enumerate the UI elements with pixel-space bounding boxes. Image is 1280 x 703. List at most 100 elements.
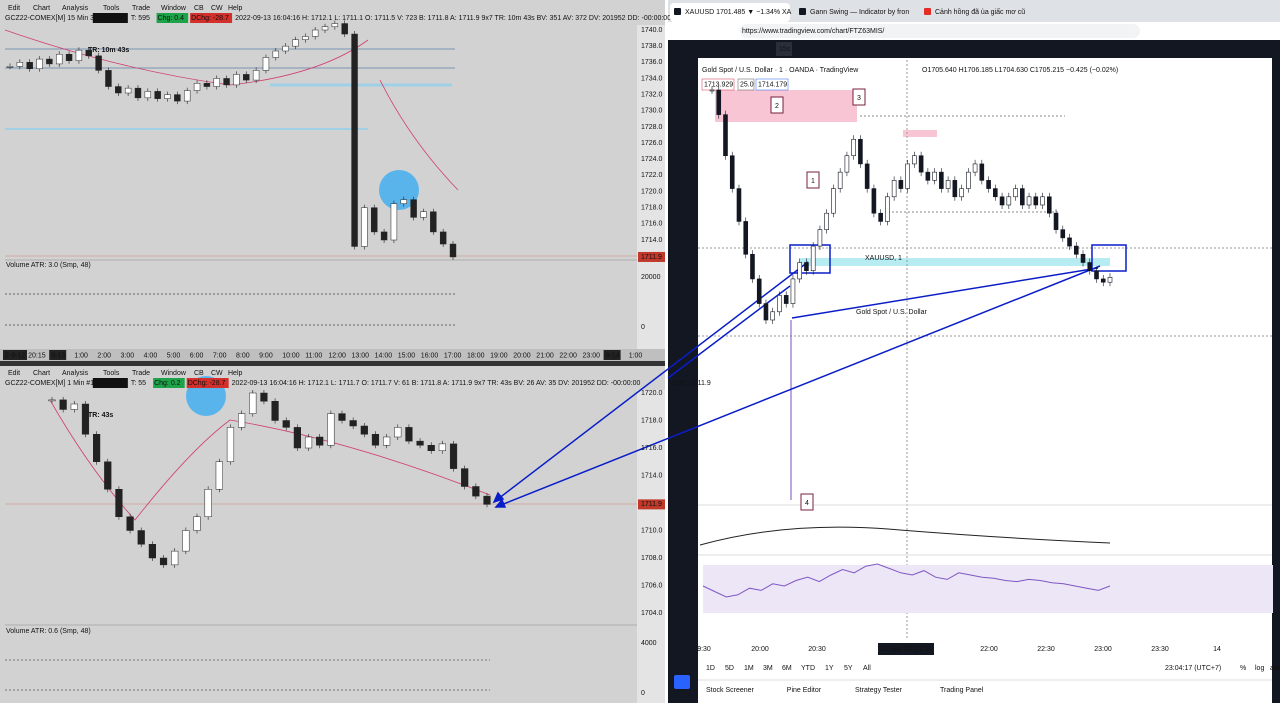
menu-item[interactable]: CW xyxy=(211,370,223,377)
menu-item[interactable]: CB xyxy=(194,5,204,12)
moving-average xyxy=(49,399,491,521)
browser-tab[interactable]: Cảnh hồng đã ùa giấc mơ cũ xyxy=(935,7,1025,16)
time-label: 19:00 xyxy=(490,352,508,359)
range-button[interactable]: 3M xyxy=(763,665,773,672)
time-label: 20:00 xyxy=(751,646,769,653)
menu-item[interactable]: Trade xyxy=(132,5,150,12)
bottom-tab[interactable]: Strategy Tester xyxy=(855,687,903,694)
candle xyxy=(243,74,250,81)
rsi-band xyxy=(703,565,1273,613)
candle xyxy=(390,203,398,241)
chat-button[interactable] xyxy=(674,675,690,689)
candle xyxy=(126,516,134,531)
range-button[interactable]: 1D xyxy=(706,665,715,672)
annotation: 3 xyxy=(857,95,861,102)
menu-item[interactable]: Window xyxy=(161,5,187,12)
candle xyxy=(898,180,904,189)
range-button[interactable]: 1M xyxy=(744,665,754,672)
menu-item[interactable]: Analysis xyxy=(62,5,89,12)
time-label: 22:00 xyxy=(980,646,998,653)
time-label: 11:00 xyxy=(305,352,322,359)
scale-option[interactable]: % xyxy=(1240,665,1246,672)
price-label: 1736.0 xyxy=(641,59,663,66)
candle xyxy=(81,403,90,435)
tab-icon xyxy=(924,8,931,15)
tv-drawing-toolbar xyxy=(668,58,698,703)
range-button[interactable]: YTD xyxy=(801,665,815,672)
range-button[interactable]: 1Y xyxy=(825,665,834,672)
candle xyxy=(104,461,112,490)
candle xyxy=(952,180,958,198)
candle xyxy=(238,413,246,428)
menu-item[interactable]: Edit xyxy=(8,5,20,12)
candle xyxy=(1040,196,1045,206)
price-label: 1710.0 xyxy=(641,527,663,534)
candle xyxy=(932,171,937,181)
zone xyxy=(903,130,937,137)
candle xyxy=(972,163,978,173)
watermark-name: Gold Spot / U.S. Dollar xyxy=(856,309,927,316)
range-button[interactable]: All xyxy=(863,665,871,672)
gap xyxy=(665,0,668,703)
volume-tick: 0 xyxy=(641,324,645,331)
candle xyxy=(400,199,407,204)
menu-item[interactable]: Tools xyxy=(103,370,120,377)
bottom-tab[interactable]: Trading Panel xyxy=(940,687,984,694)
candle xyxy=(918,155,924,173)
price-label: 1722.0 xyxy=(641,172,663,179)
candle xyxy=(341,23,348,35)
candle xyxy=(763,303,769,321)
menu-item[interactable]: Trade xyxy=(132,370,150,377)
candle xyxy=(26,62,33,70)
crosshair-time: 13 Sep '22 21:17 xyxy=(880,646,933,653)
menu-item[interactable]: Analysis xyxy=(62,370,89,377)
candle xyxy=(1080,253,1086,263)
info-text: C: 1711.9 xyxy=(94,15,124,22)
candle xyxy=(756,278,762,304)
candle xyxy=(770,311,776,321)
candle xyxy=(1060,229,1066,239)
last-price-badge xyxy=(638,251,665,262)
menu-item[interactable]: Chart xyxy=(33,370,50,377)
candle xyxy=(430,211,437,233)
candle xyxy=(70,403,78,410)
candle xyxy=(292,39,299,47)
timer: TR: 43s xyxy=(88,412,113,419)
menu-item[interactable]: Window xyxy=(161,370,187,377)
menu-item[interactable]: Help xyxy=(228,5,243,12)
clock: 23:04:17 (UTC+7) xyxy=(1165,665,1221,672)
time-label: 20:15 xyxy=(28,352,46,359)
browser-tab[interactable]: XAUUSD 1701.485 ▼ −1.34% XA xyxy=(685,9,792,16)
zone xyxy=(800,258,1110,266)
candle xyxy=(810,245,816,272)
scale-option[interactable]: log xyxy=(1255,665,1264,672)
candle xyxy=(85,49,92,57)
time-label: 14:00 xyxy=(375,352,393,359)
range-button[interactable]: 5D xyxy=(725,665,734,672)
candle xyxy=(361,207,368,247)
candle xyxy=(871,188,877,214)
scale-option[interactable]: auto xyxy=(1270,665,1280,672)
url-field[interactable] xyxy=(740,24,1140,38)
time-label: 6:00 xyxy=(190,352,204,359)
interval[interactable]: 15s xyxy=(779,46,791,53)
menu-item[interactable]: Edit xyxy=(8,370,20,377)
candle xyxy=(134,87,142,99)
time-label: 23:00 xyxy=(1094,646,1112,653)
menu-item[interactable]: Tools xyxy=(103,5,120,12)
menu-item[interactable]: Help xyxy=(228,370,243,377)
candle xyxy=(837,171,843,189)
browser-tab[interactable]: Gann Swing — Indicator by fron xyxy=(810,9,909,16)
price-label: 1714.0 xyxy=(641,237,663,244)
time-label: 1:00 xyxy=(629,352,643,359)
menu-item[interactable]: CW xyxy=(211,5,223,12)
annotation: 4 xyxy=(805,500,809,507)
range-button[interactable]: 6M xyxy=(782,665,792,672)
candle xyxy=(6,66,14,68)
candle xyxy=(878,212,883,222)
menu-item[interactable]: Chart xyxy=(33,5,50,12)
menu-item[interactable]: CB xyxy=(194,370,204,377)
bottom-tab[interactable]: Stock Screener xyxy=(706,687,755,694)
range-button[interactable]: 5Y xyxy=(844,665,853,672)
bottom-tab[interactable]: Pine Editor xyxy=(787,687,822,694)
